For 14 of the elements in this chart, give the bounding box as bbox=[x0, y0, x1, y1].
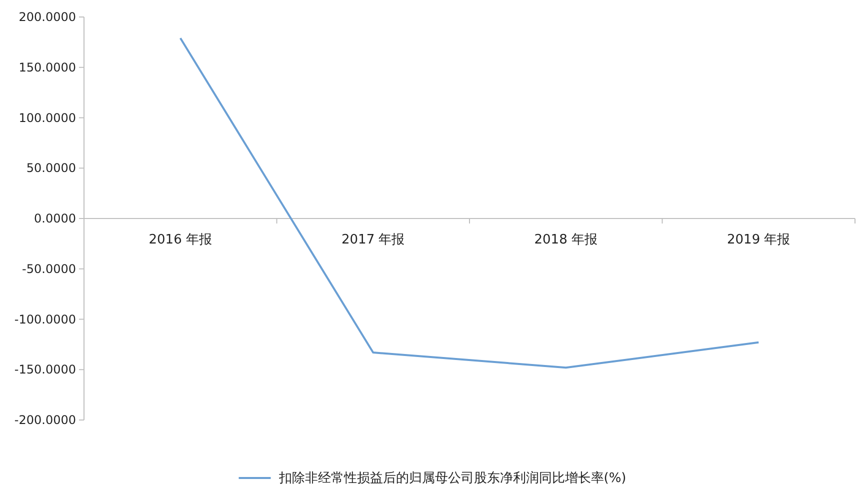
y-tick-label: 150.0000 bbox=[18, 60, 76, 74]
y-tick-label: 0.0000 bbox=[34, 212, 76, 226]
x-tick-label: 2019 年报 bbox=[727, 232, 790, 248]
legend-label: 扣除非经常性损益后的归属母公司股东净利润同比增长率(%) bbox=[278, 470, 626, 486]
x-tick-label: 2018 年报 bbox=[534, 232, 598, 248]
y-tick-label: -100.0000 bbox=[14, 312, 76, 326]
y-tick-label: -50.0000 bbox=[22, 262, 76, 276]
y-tick-label: 200.0000 bbox=[18, 10, 76, 24]
y-tick-label: -200.0000 bbox=[14, 413, 76, 427]
y-tick-label: 50.0000 bbox=[26, 161, 76, 176]
x-tick-label: 2017 年报 bbox=[342, 232, 405, 248]
y-tick-label: -150.0000 bbox=[14, 362, 76, 377]
y-tick-label: 100.0000 bbox=[18, 110, 76, 125]
x-tick-label: 2016 年报 bbox=[148, 232, 212, 248]
